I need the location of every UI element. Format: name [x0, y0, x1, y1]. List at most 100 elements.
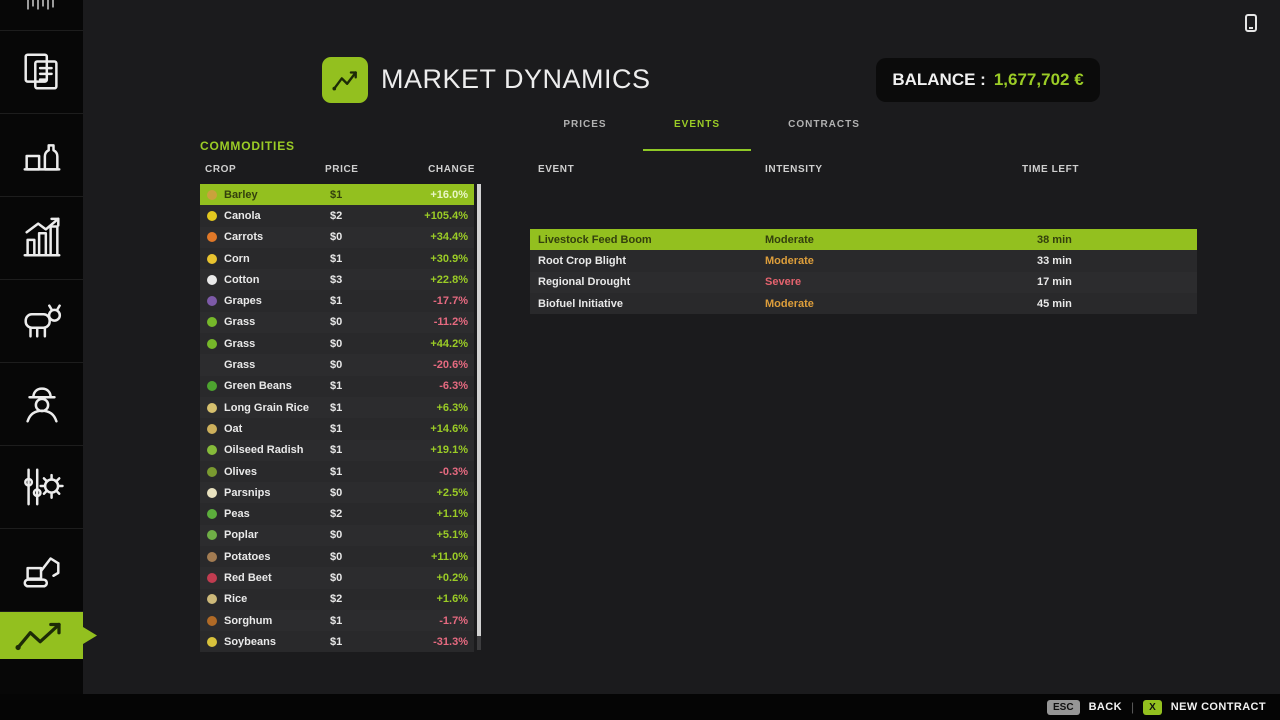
crop-change: -20.6%	[433, 359, 468, 372]
sidebar-item-animals[interactable]	[0, 280, 83, 363]
commodity-row-carrots[interactable]: Carrots $0 +34.4%	[200, 226, 474, 248]
crop-name: Peas	[224, 508, 250, 521]
event-intensity: Moderate	[765, 254, 814, 267]
sidebar-item-statistics[interactable]	[0, 197, 83, 280]
tab-events[interactable]: EVENTS	[643, 119, 751, 151]
grass-crop-icon	[200, 338, 224, 349]
oilseed-radish-crop-icon	[200, 445, 224, 456]
crop-change: -0.3%	[439, 465, 468, 478]
crop-name: Canola	[224, 209, 261, 222]
event-row-livestock-feed-boom[interactable]: Livestock Feed Boom Moderate 38 min	[530, 229, 1197, 251]
crop-change: -6.3%	[439, 380, 468, 393]
commodity-row-parsnips[interactable]: Parsnips $0 +2.5%	[200, 482, 474, 504]
crop-change: +1.1%	[436, 508, 469, 521]
commodity-row-grass[interactable]: Grass $0 -11.2%	[200, 311, 474, 334]
x-key[interactable]: X	[1143, 699, 1162, 715]
crop-change: +44.2%	[430, 337, 468, 350]
commodity-row-oat[interactable]: Oat $1 +14.6%	[200, 418, 474, 440]
app-logo	[322, 57, 368, 103]
crop-price: $2	[330, 593, 343, 606]
crop-price: $1	[330, 188, 343, 201]
commodity-row-sorghum[interactable]: Sorghum $1 -1.7%	[200, 609, 474, 632]
commodities-table-header: CROP PRICE CHANGE	[200, 164, 479, 175]
sorghum-crop-icon	[200, 615, 224, 626]
crop-name: Olives	[224, 465, 258, 478]
canola-crop-icon	[200, 210, 224, 221]
documents-icon	[23, 53, 58, 90]
column-event: EVENT	[538, 164, 575, 175]
crop-change: +30.9%	[430, 252, 468, 265]
commodity-row-grass[interactable]: Grass $0 +44.2%	[200, 333, 474, 355]
sidebar-item-farmer[interactable]	[0, 363, 83, 446]
crop-change: -1.7%	[439, 614, 468, 627]
event-row-biofuel-initiative[interactable]: Biofuel Initiative Moderate 45 min	[530, 292, 1197, 315]
crop-price: $1	[330, 401, 343, 414]
column-crop: CROP	[205, 164, 237, 175]
commodity-row-rice[interactable]: Rice $2 +1.6%	[200, 588, 474, 610]
commodity-row-cotton[interactable]: Cotton $3 +22.8%	[200, 269, 474, 291]
crop-price: $0	[330, 316, 343, 329]
commodity-row-soybeans[interactable]: Soybeans $1 -31.3%	[200, 631, 474, 652]
soybeans-crop-icon	[200, 636, 224, 647]
commodity-row-poplar[interactable]: Poplar $0 +5.1%	[200, 524, 474, 547]
production-icon	[23, 144, 60, 171]
crop-price: $1	[330, 614, 343, 627]
tab-contracts[interactable]: CONTRACTS	[788, 119, 860, 130]
scrollbar-thumb[interactable]	[477, 184, 481, 637]
crop-price: $1	[330, 252, 343, 265]
sidebar-item-settings[interactable]	[0, 446, 83, 529]
column-price: PRICE	[325, 164, 359, 175]
commodity-row-olives[interactable]: Olives $1 -0.3%	[200, 460, 474, 483]
crop-price: $0	[330, 571, 343, 584]
event-row-root-crop-blight[interactable]: Root Crop Blight Moderate 33 min	[530, 250, 1197, 272]
sidebar-item-top-partial[interactable]	[0, 0, 83, 31]
crop-change: +22.8%	[430, 273, 468, 286]
crop-price: $0	[330, 550, 343, 563]
sidebar-item-production[interactable]	[0, 114, 83, 197]
phone-icon	[1245, 14, 1257, 32]
commodities-rows: Barley $1 +16.0% Canola $2 +105.4% Carrots $0 +3…	[200, 184, 474, 652]
crop-name: Rice	[224, 593, 248, 606]
sidebar-item-documents[interactable]	[0, 31, 83, 114]
event-intensity: Severe	[765, 276, 802, 289]
event-name: Livestock Feed Boom	[538, 233, 652, 246]
crop-change: +34.4%	[430, 231, 468, 244]
commodity-row-oilseed-radish[interactable]: Oilseed Radish $1 +19.1%	[200, 439, 474, 461]
farmer-icon	[25, 387, 58, 423]
crop-name: Carrots	[224, 231, 264, 244]
commodity-row-green-beans[interactable]: Green Beans $1 -6.3%	[200, 375, 474, 397]
crop-price: $0	[330, 231, 343, 244]
commodity-row-corn[interactable]: Corn $1 +30.9%	[200, 247, 474, 270]
event-intensity: Moderate	[765, 297, 814, 310]
sidebar-item-market[interactable]	[0, 612, 97, 659]
crop-name: Corn	[224, 252, 250, 265]
long-grain-rice-crop-icon	[200, 402, 224, 413]
tab-prices[interactable]: PRICES	[563, 119, 607, 130]
crop-name: Soybeans	[224, 635, 276, 648]
barley-crop-icon	[200, 189, 224, 200]
commodity-row-canola[interactable]: Canola $2 +105.4%	[200, 205, 474, 227]
grapes-crop-icon	[200, 296, 224, 307]
commodity-row-barley[interactable]: Barley $1 +16.0%	[200, 184, 474, 206]
bar-chart-icon	[23, 217, 60, 257]
balance-value: 1,677,702 €	[993, 70, 1084, 89]
crop-price: $2	[330, 508, 343, 521]
crop-name: Grass	[224, 337, 256, 350]
commodity-row-grass[interactable]: Grass $0 -20.6%	[200, 354, 474, 376]
commodity-row-long-grain-rice[interactable]: Long Grain Rice $1 +6.3%	[200, 396, 474, 419]
event-time-left: 17 min	[1037, 276, 1072, 289]
commodity-row-red-beet[interactable]: Red Beet $0 +0.2%	[200, 567, 474, 589]
commodities-scrollbar[interactable]	[477, 184, 481, 650]
red-beet-crop-icon	[200, 572, 224, 583]
sidebar-item-construction[interactable]	[0, 529, 83, 612]
crop-price: $1	[330, 465, 343, 478]
commodity-row-grapes[interactable]: Grapes $1 -17.7%	[200, 290, 474, 312]
esc-key[interactable]: ESC	[1047, 699, 1080, 715]
commodity-row-potatoes[interactable]: Potatoes $0 +11.0%	[200, 546, 474, 568]
page-title: MARKET DYNAMICS	[381, 64, 651, 94]
commodity-row-peas[interactable]: Peas $2 +1.1%	[200, 503, 474, 525]
crop-name: Grass	[224, 316, 256, 329]
crop-name: Poplar	[224, 529, 259, 542]
event-row-regional-drought[interactable]: Regional Drought Severe 17 min	[530, 271, 1197, 293]
bottom-bar: ESC BACK | X NEW CONTRACT	[0, 694, 1280, 720]
